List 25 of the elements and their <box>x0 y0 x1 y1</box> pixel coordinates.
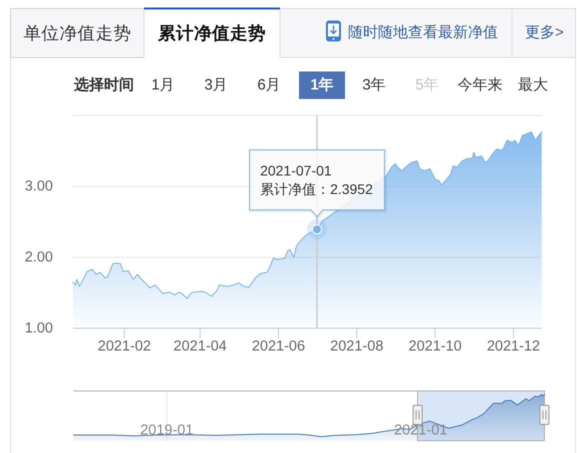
x-tick-label: 2021-04 <box>174 338 227 355</box>
text: 5年 <box>415 76 439 94</box>
x-tick-label: 2019-01 <box>140 422 194 438</box>
text: 选择时间 <box>73 76 134 94</box>
text: 随时随地查看最新净值 <box>348 24 498 41</box>
x-tick-label: 2021-02 <box>98 338 151 355</box>
x-tick-label: 2021-08 <box>330 338 384 355</box>
y-tick-label: 3.00 <box>24 178 53 194</box>
text: 6月 <box>257 76 281 94</box>
y-tick-label: 2.00 <box>24 249 53 266</box>
text: 更多> <box>525 24 564 41</box>
y-tick-label: 1.00 <box>24 320 53 336</box>
text: 3年 <box>362 76 386 94</box>
text: 1月 <box>151 76 175 94</box>
text: 3月 <box>204 76 228 94</box>
text: 最大 <box>518 76 548 94</box>
text: 今年来 <box>458 76 502 94</box>
text: 累计净值走势 <box>157 23 266 43</box>
annotation: 2021-07-01 累计净值：2.3952 <box>260 162 374 198</box>
x-tick-label: 2021-12 <box>486 338 540 355</box>
text: 1年 <box>310 76 334 94</box>
x-tick-label: 2021-10 <box>408 338 462 355</box>
text: 单位净值走势 <box>23 23 132 43</box>
x-tick-label: 2021-01 <box>394 422 448 438</box>
x-tick-label: 2021-06 <box>252 338 306 355</box>
